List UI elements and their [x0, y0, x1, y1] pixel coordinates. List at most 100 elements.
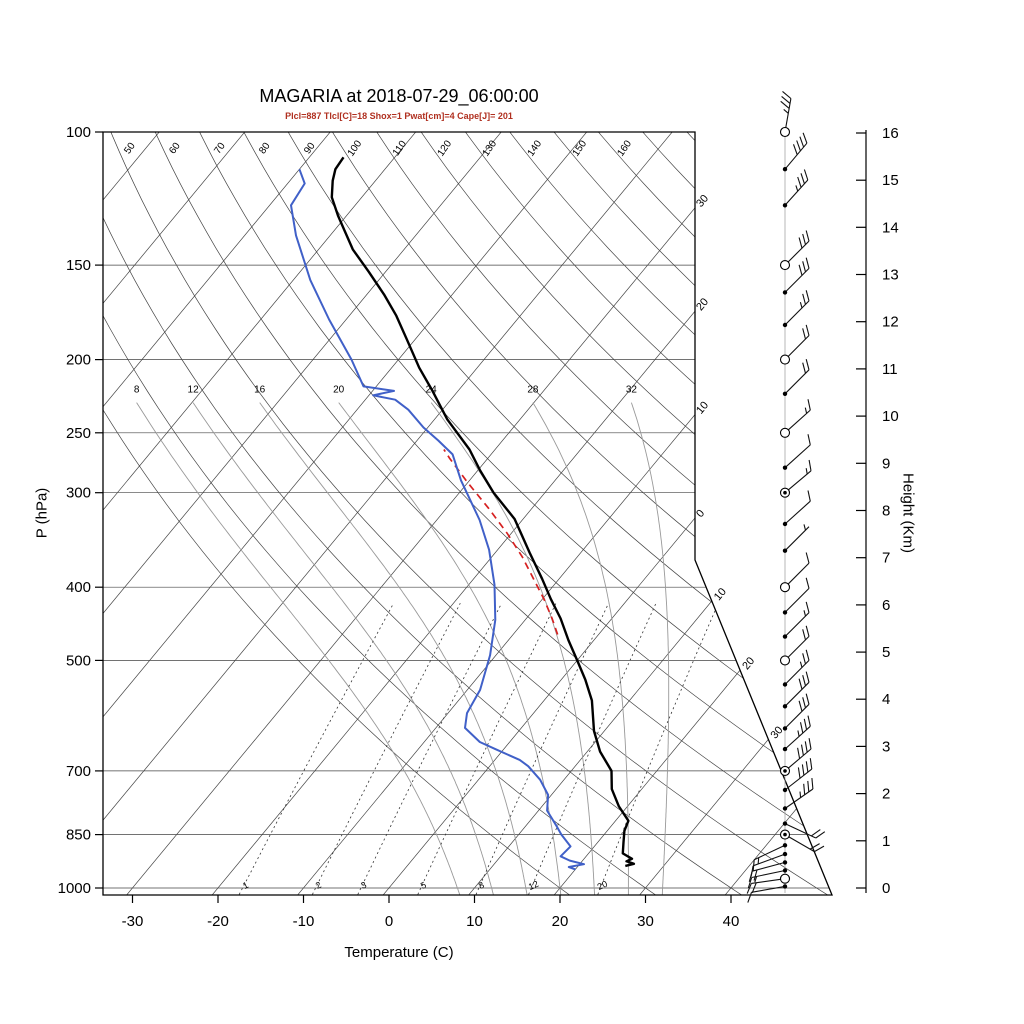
moist-adiabat-label: 32 — [626, 384, 638, 395]
wind-barb — [782, 577, 810, 615]
isotherm-line — [103, 132, 257, 895]
wind-barb — [779, 829, 825, 853]
background-grid — [103, 132, 832, 895]
height-tick-label: 15 — [882, 172, 899, 189]
wind-barb — [782, 132, 808, 172]
station-dot — [783, 769, 787, 773]
isotherm-edge-label: 10 — [712, 586, 729, 603]
x-axis-label: Temperature (C) — [344, 944, 454, 961]
temperature-tick-label: 0 — [385, 913, 393, 930]
height-tick-label: 10 — [882, 408, 899, 425]
station-dot — [782, 521, 788, 527]
station-circle — [779, 260, 791, 271]
mixing-ratio-line — [475, 603, 609, 895]
height-tick-label: 6 — [882, 597, 890, 614]
station-circle — [779, 427, 791, 438]
station-dot — [782, 290, 788, 295]
dry-adiabat-line — [149, 132, 832, 895]
isotherm-line — [103, 132, 684, 895]
station-dot — [782, 391, 788, 396]
station-dot — [782, 746, 788, 752]
mixing-ratio-label: 5 — [419, 880, 428, 891]
moist-adiabat-line — [259, 402, 530, 895]
mixing-ratio-line — [357, 603, 502, 895]
station-circle — [779, 354, 791, 365]
dry-adiabat-line — [500, 132, 832, 895]
moist-adiabat-label: 16 — [254, 384, 266, 395]
height-tick-label: 2 — [882, 786, 890, 803]
mixing-ratio-line — [312, 603, 461, 895]
wind-barb — [782, 715, 811, 752]
dry-adiabat-line — [631, 132, 832, 895]
temperature-tick-label: 10 — [466, 913, 483, 930]
isotherm-line — [289, 132, 832, 895]
station-dot — [782, 726, 788, 731]
station-dot — [782, 843, 788, 848]
mixing-ratio-label: 1 — [241, 880, 250, 891]
temperature-tick-label: 40 — [723, 913, 740, 930]
height-axis-label: Height (Km) — [899, 472, 917, 554]
dry-adiabat-line — [103, 132, 757, 895]
isotherm-line — [103, 132, 428, 895]
height-tick-label: 7 — [882, 550, 890, 567]
isotherm-line — [716, 132, 832, 895]
height-tick-label: 11 — [882, 361, 898, 378]
mixing-ratio-label: 12 — [527, 879, 540, 892]
wind-barb — [752, 843, 788, 871]
station-dot — [782, 704, 788, 709]
pressure-tick-label: 500 — [66, 652, 91, 669]
wind-barb — [779, 552, 810, 593]
mixing-ratio-label: 3 — [359, 880, 368, 891]
wind-barb — [782, 169, 809, 208]
dry-adiabat-line — [456, 132, 832, 895]
dry-adiabat-label: 90 — [302, 140, 318, 156]
dry-adiabat-line — [105, 132, 832, 895]
dewpoint-profile-line — [290, 168, 585, 871]
mixing-ratio-line — [238, 603, 394, 895]
mixing-ratio-label: 8 — [477, 880, 486, 891]
mixing-ratio-label: 20 — [596, 879, 609, 892]
isotherm-edge-label: 30 — [769, 724, 786, 741]
dry-adiabat-line — [544, 132, 832, 895]
wind-barb — [779, 625, 810, 666]
station-dot — [782, 634, 788, 639]
pressure-tick-label: 1000 — [58, 880, 91, 897]
isotherm-line — [103, 132, 342, 895]
isotherm-line — [545, 132, 832, 895]
station-dot — [782, 682, 788, 687]
height-tick-label: 16 — [882, 125, 899, 142]
station-dot — [782, 787, 788, 793]
dry-adiabat-line — [103, 132, 670, 895]
isotherm-line — [460, 132, 832, 895]
moist-adiabat-line — [192, 402, 497, 895]
temperature-tick-label: 20 — [552, 913, 569, 930]
wind-barb — [747, 884, 788, 903]
moist-adiabat-line — [338, 402, 563, 895]
dry-adiabat-line — [675, 132, 832, 895]
pressure-tick-label: 400 — [66, 579, 91, 596]
wind-barb — [782, 524, 810, 553]
wind-barb — [779, 459, 812, 498]
dry-adiabat-line — [193, 132, 832, 895]
station-dot — [782, 548, 788, 553]
temperature-tick-label: -10 — [293, 913, 315, 930]
pressure-tick-label: 250 — [66, 425, 91, 442]
isotherm-edge-label: 30 — [694, 193, 711, 210]
height-tick-label: 8 — [882, 503, 890, 520]
dry-adiabat-label: 60 — [167, 140, 183, 156]
station-dot — [782, 322, 788, 328]
height-tick-label: 5 — [882, 644, 890, 661]
station-circle — [779, 873, 791, 884]
station-circle — [779, 126, 791, 138]
wind-barb — [779, 324, 810, 365]
wind-barb-column — [746, 90, 826, 903]
page-title: MAGARIA at 2018-07-29_06:00:00 — [259, 86, 539, 106]
station-dot — [782, 851, 788, 857]
height-tick-label: 13 — [882, 267, 899, 284]
pressure-tick-label: 850 — [66, 827, 91, 844]
dry-adiabat-line — [280, 132, 832, 895]
station-dot — [783, 832, 787, 837]
wind-barb — [782, 490, 811, 527]
